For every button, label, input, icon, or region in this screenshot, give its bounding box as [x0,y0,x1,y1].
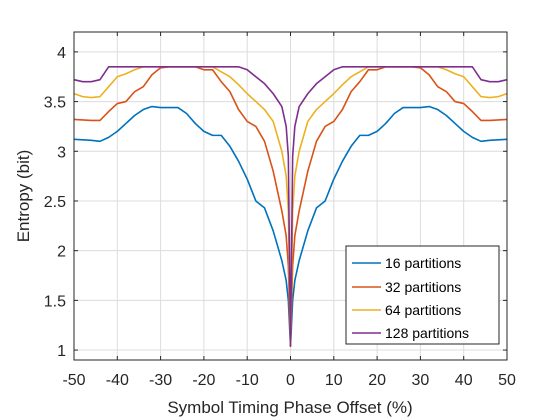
x-tick-label: -30 [149,372,172,389]
x-tick-labels: -50 -40 -30 -20 -10 0 10 20 30 40 50 [62,372,516,389]
series-lines [73,65,508,347]
y-tick-label: 3 [57,144,66,161]
x-tick-label: 50 [498,372,516,389]
x-tick-label: -10 [236,372,259,389]
x-tick-label: 0 [286,372,295,389]
x-tick-label: 40 [455,372,473,389]
x-tick-label: -20 [192,372,215,389]
x-tick-label: -50 [62,372,85,389]
legend-label-2: 32 partitions [385,279,461,295]
y-tick-label: 4 [57,45,66,62]
legend: 16 partitions 32 partitions 64 partitions 1… [345,245,500,345]
y-tick-labels: 1 1.5 2 2.5 3 3.5 4 [44,45,66,360]
legend-label-4: 128 partitions [385,325,469,341]
x-tick-label: 10 [325,372,343,389]
x-tick-label: -40 [106,372,129,389]
series-line-4 [73,65,508,347]
legend-label-3: 64 partitions [385,302,461,318]
y-axis-label: Entropy (bit) [14,150,33,243]
y-tick-label: 1.5 [44,293,66,310]
legend-label-1: 16 partitions [385,255,461,271]
y-tick-label: 1 [57,343,66,360]
x-tick-label: 30 [412,372,430,389]
x-tick-label: 20 [368,372,386,389]
y-tick-label: 2.5 [44,194,66,211]
x-axis-label: Symbol Timing Phase Offset (%) [167,398,412,417]
y-tick-label: 3.5 [44,95,66,112]
axis-ticks [73,32,508,360]
y-tick-label: 2 [57,244,66,261]
